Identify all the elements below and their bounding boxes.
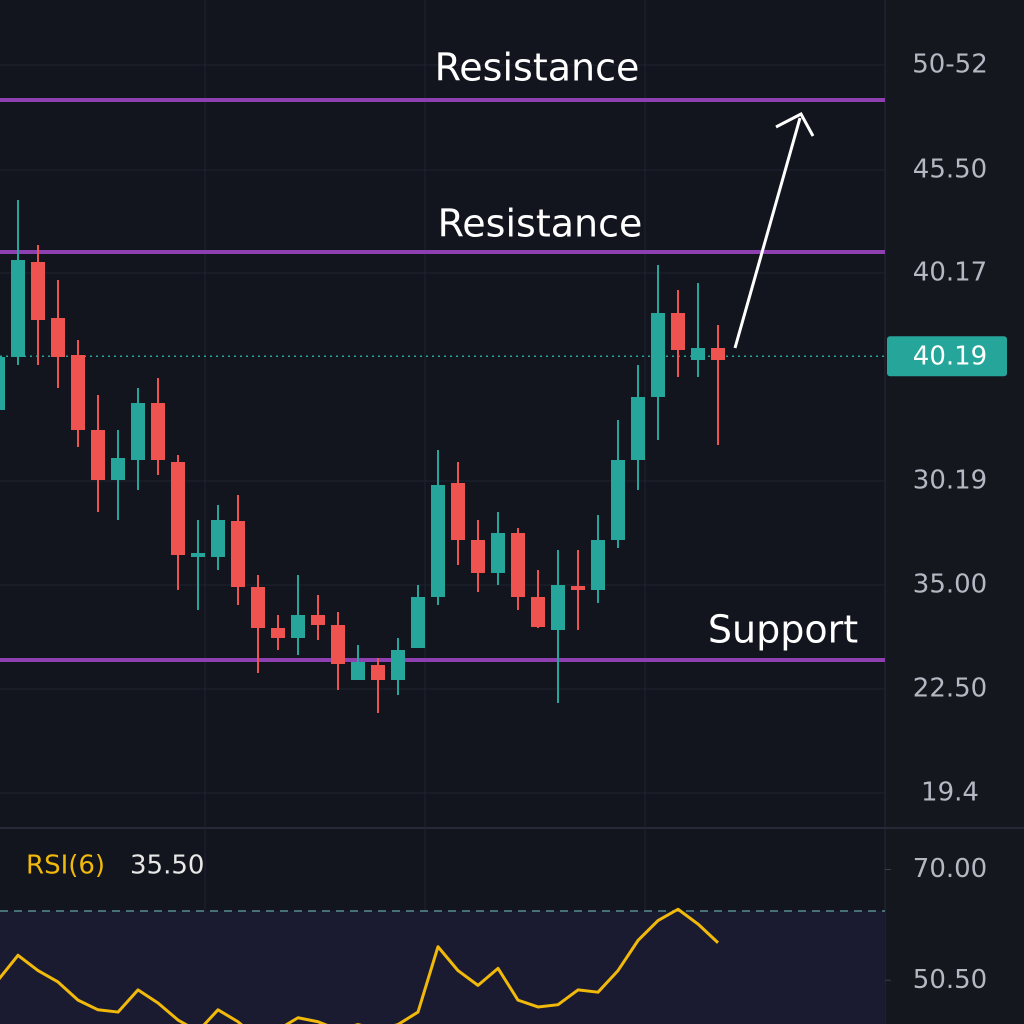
candle-body [351, 662, 365, 680]
candle-body [311, 615, 325, 625]
y-tick-label: 50-52 [912, 50, 988, 80]
level-label: Support [708, 608, 858, 652]
candle-body [551, 585, 565, 630]
last-price-badge [887, 336, 1007, 377]
candle-body [291, 615, 305, 638]
candle-body [151, 403, 165, 460]
candle-body [0, 357, 5, 410]
candle-body [471, 540, 485, 573]
candle-body [631, 397, 645, 460]
candle-body [371, 665, 385, 680]
y-tick-label: 19.4 [921, 778, 979, 808]
candle-body [651, 313, 665, 397]
candle-body [411, 597, 425, 648]
candle-body [571, 586, 585, 590]
candle-body [691, 348, 705, 360]
candle-body [431, 485, 445, 597]
candle-body [391, 650, 405, 680]
arrow [733, 111, 815, 349]
candle-body [131, 403, 145, 460]
candle-body [491, 533, 505, 573]
candle-body [111, 458, 125, 480]
level-label: Resistance [435, 46, 640, 90]
candle-body [271, 628, 285, 638]
y-tick-label: 45.50 [913, 155, 987, 185]
candle-body [591, 540, 605, 590]
candle-body [11, 260, 25, 357]
rsi-band [0, 910, 885, 1024]
candle-body [171, 462, 185, 555]
rsi-title: RSI(6) [26, 851, 105, 881]
candle-body [611, 460, 625, 540]
level-label: Resistance [438, 202, 643, 246]
candle-body [51, 318, 65, 357]
rsi-tick-label: 70.00 [913, 854, 987, 884]
candle-body [231, 521, 245, 587]
y-tick-label: 40.17 [913, 258, 987, 288]
candle-body [71, 355, 85, 430]
candle-body [331, 625, 345, 664]
y-tick-label: 22.50 [913, 674, 987, 704]
rsi-tick-label: 50.50 [913, 965, 987, 995]
y-tick-label: 30.19 [913, 466, 987, 496]
rsi-current: 35.50 [130, 851, 204, 881]
last-price-label: 40.19 [913, 342, 987, 372]
y-tick-label: 35.00 [913, 570, 987, 600]
candle-body [31, 262, 45, 320]
candle-body [671, 313, 685, 350]
candle-body [191, 553, 205, 557]
rsi-line [0, 907, 720, 1024]
candle-body [511, 533, 525, 597]
candle-body [711, 348, 725, 360]
price-axis-panel [885, 0, 1024, 1024]
candle-body [251, 587, 265, 628]
candle-body [451, 483, 465, 540]
candle-body [211, 520, 225, 557]
candle-body [531, 597, 545, 627]
candle-body [91, 430, 105, 480]
